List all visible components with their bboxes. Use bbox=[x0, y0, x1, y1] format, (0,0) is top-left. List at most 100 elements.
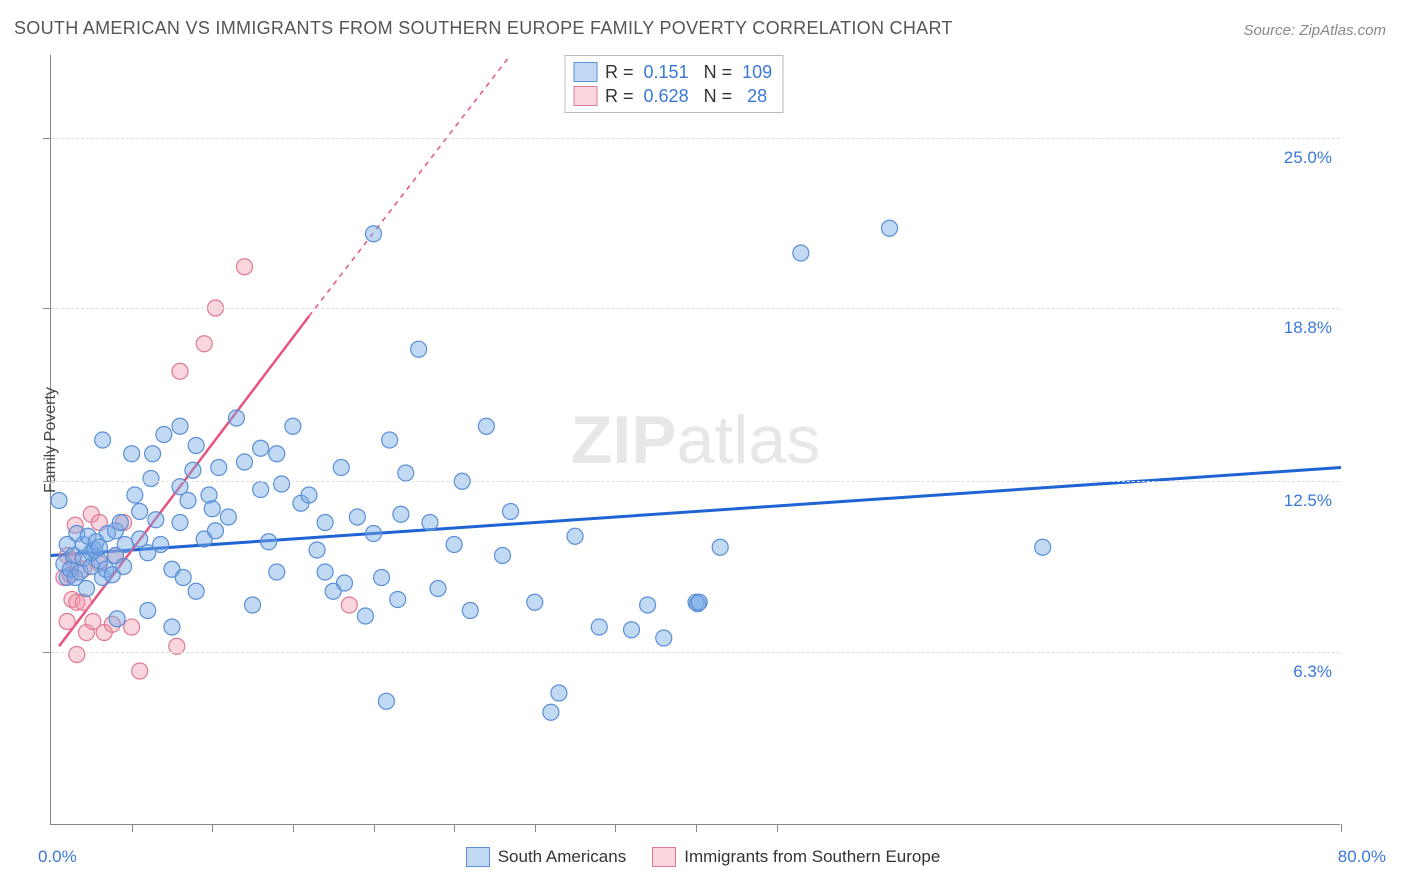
data-point-blue bbox=[172, 515, 188, 531]
y-tick bbox=[43, 652, 51, 653]
data-point-blue bbox=[175, 570, 191, 586]
data-point-blue bbox=[309, 542, 325, 558]
data-point-blue bbox=[78, 581, 94, 597]
data-point-blue bbox=[624, 622, 640, 638]
x-tick bbox=[1341, 824, 1342, 832]
legend-swatch bbox=[652, 847, 676, 867]
data-point-blue bbox=[551, 685, 567, 701]
data-point-blue bbox=[164, 619, 180, 635]
data-point-blue bbox=[349, 509, 365, 525]
data-point-blue bbox=[153, 537, 169, 553]
data-point-pink bbox=[124, 619, 140, 635]
data-point-blue bbox=[156, 427, 172, 443]
data-point-blue bbox=[336, 575, 352, 591]
y-tick bbox=[43, 481, 51, 482]
data-point-pink bbox=[172, 363, 188, 379]
data-point-blue bbox=[207, 523, 223, 539]
data-point-blue bbox=[112, 515, 128, 531]
data-point-blue bbox=[495, 548, 511, 564]
data-point-blue bbox=[109, 611, 125, 627]
data-point-blue bbox=[390, 592, 406, 608]
data-point-blue bbox=[188, 583, 204, 599]
data-point-blue bbox=[245, 597, 261, 613]
data-point-blue bbox=[127, 487, 143, 503]
y-tick bbox=[43, 138, 51, 139]
data-point-blue bbox=[374, 570, 390, 586]
gridline bbox=[51, 481, 1340, 482]
data-point-blue bbox=[366, 226, 382, 242]
data-point-blue bbox=[591, 619, 607, 635]
chart-svg bbox=[51, 55, 1340, 824]
data-point-blue bbox=[261, 534, 277, 550]
data-point-blue bbox=[220, 509, 236, 525]
gridline bbox=[51, 308, 1340, 309]
data-point-blue bbox=[253, 440, 269, 456]
x-tick bbox=[374, 824, 375, 832]
data-point-blue bbox=[185, 462, 201, 478]
gridline bbox=[51, 652, 1340, 653]
data-point-pink bbox=[132, 663, 148, 679]
x-tick bbox=[132, 824, 133, 832]
data-point-blue bbox=[656, 630, 672, 646]
data-point-blue bbox=[882, 220, 898, 236]
x-tick bbox=[777, 824, 778, 832]
data-point-blue bbox=[132, 504, 148, 520]
data-point-blue bbox=[462, 603, 478, 619]
data-point-blue bbox=[143, 471, 159, 487]
data-point-blue bbox=[567, 528, 583, 544]
data-point-blue bbox=[51, 493, 67, 509]
data-point-blue bbox=[357, 608, 373, 624]
chart-title: SOUTH AMERICAN VS IMMIGRANTS FROM SOUTHE… bbox=[14, 18, 953, 39]
gridline bbox=[51, 138, 1340, 139]
data-point-blue bbox=[793, 245, 809, 261]
data-point-blue bbox=[228, 410, 244, 426]
series-legend: South Americans Immigrants from Southern … bbox=[0, 847, 1406, 867]
data-point-blue bbox=[640, 597, 656, 613]
data-point-blue bbox=[1035, 539, 1051, 555]
data-point-blue bbox=[145, 446, 161, 462]
data-point-blue bbox=[285, 418, 301, 434]
data-point-blue bbox=[317, 515, 333, 531]
data-point-blue bbox=[691, 594, 707, 610]
plot-area: Family Poverty ZIPatlas R = 0.151 N = 10… bbox=[50, 55, 1340, 825]
data-point-blue bbox=[503, 504, 519, 520]
data-point-blue bbox=[269, 564, 285, 580]
data-point-blue bbox=[172, 418, 188, 434]
data-point-blue bbox=[366, 526, 382, 542]
data-point-blue bbox=[116, 559, 132, 575]
data-point-pink bbox=[196, 336, 212, 352]
data-point-blue bbox=[140, 603, 156, 619]
x-tick bbox=[615, 824, 616, 832]
regression-line-pink-dashed bbox=[309, 55, 511, 316]
y-tick bbox=[43, 308, 51, 309]
data-point-blue bbox=[269, 446, 285, 462]
data-point-blue bbox=[204, 501, 220, 517]
data-point-blue bbox=[398, 465, 414, 481]
data-point-blue bbox=[317, 564, 333, 580]
data-point-pink bbox=[69, 647, 85, 663]
legend-swatch bbox=[466, 847, 490, 867]
data-point-blue bbox=[180, 493, 196, 509]
data-point-pink bbox=[341, 597, 357, 613]
data-point-blue bbox=[430, 581, 446, 597]
data-point-blue bbox=[188, 438, 204, 454]
x-tick bbox=[293, 824, 294, 832]
chart-container: SOUTH AMERICAN VS IMMIGRANTS FROM SOUTHE… bbox=[0, 0, 1406, 892]
x-tick bbox=[212, 824, 213, 832]
y-tick-label: 12.5% bbox=[1284, 491, 1332, 511]
legend-item: Immigrants from Southern Europe bbox=[652, 847, 940, 867]
x-tick bbox=[454, 824, 455, 832]
source-label: Source: ZipAtlas.com bbox=[1243, 22, 1386, 39]
legend-label: South Americans bbox=[498, 847, 627, 867]
data-point-pink bbox=[59, 614, 75, 630]
legend-label: Immigrants from Southern Europe bbox=[684, 847, 940, 867]
y-tick-label: 6.3% bbox=[1293, 662, 1332, 682]
data-point-blue bbox=[148, 512, 164, 528]
data-point-blue bbox=[253, 482, 269, 498]
data-point-blue bbox=[422, 515, 438, 531]
data-point-pink bbox=[237, 259, 253, 275]
data-point-blue bbox=[393, 506, 409, 522]
data-point-blue bbox=[301, 487, 317, 503]
data-point-blue bbox=[117, 537, 133, 553]
data-point-blue bbox=[237, 454, 253, 470]
